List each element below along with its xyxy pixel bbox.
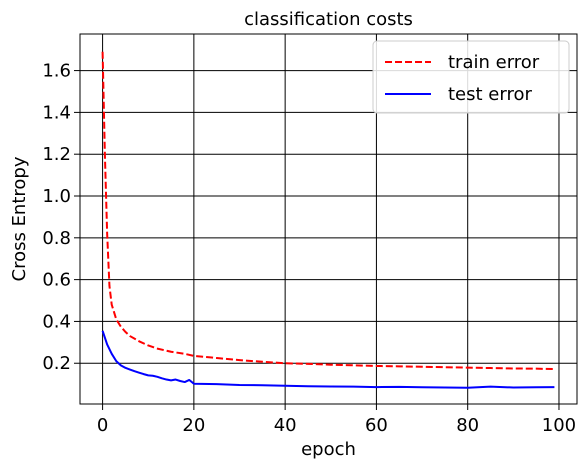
x-tick-label: 40 xyxy=(274,415,297,436)
y-tick-label: 0.2 xyxy=(42,353,71,374)
grid-lines xyxy=(80,34,577,404)
y-tick-label: 0.6 xyxy=(42,270,71,291)
y-tick-label: 1.4 xyxy=(42,102,71,123)
x-tick-label: 60 xyxy=(365,415,388,436)
chart-title: classification costs xyxy=(244,9,413,30)
y-tick-label: 0.8 xyxy=(42,228,71,249)
y-axis-label: Cross Entropy xyxy=(9,156,30,281)
x-axis-label: epoch xyxy=(301,439,356,460)
y-tick-label: 0.4 xyxy=(42,311,71,332)
axis-ticks: 0 20 40 60 80 100 0.2 0.4 0.6 0.8 1.0 1.2 1.4 1.6 xyxy=(42,61,576,436)
legend-label-2: test error xyxy=(448,84,532,105)
y-tick-label: 1.6 xyxy=(42,61,71,82)
plot-area-frame xyxy=(79,33,578,405)
x-tick-label: 0 xyxy=(97,415,108,436)
y-tick-label: 1.0 xyxy=(42,186,71,207)
legend-label-1: train error xyxy=(448,52,540,73)
series-line-2 xyxy=(101,330,555,389)
plot-series xyxy=(101,51,555,389)
x-tick-label: 20 xyxy=(182,415,205,436)
x-tick-label: 100 xyxy=(542,415,576,436)
series-line-1 xyxy=(101,51,555,371)
y-tick-label: 1.2 xyxy=(42,144,71,165)
legend: train error test error xyxy=(372,40,570,114)
x-tick-label: 80 xyxy=(456,415,479,436)
